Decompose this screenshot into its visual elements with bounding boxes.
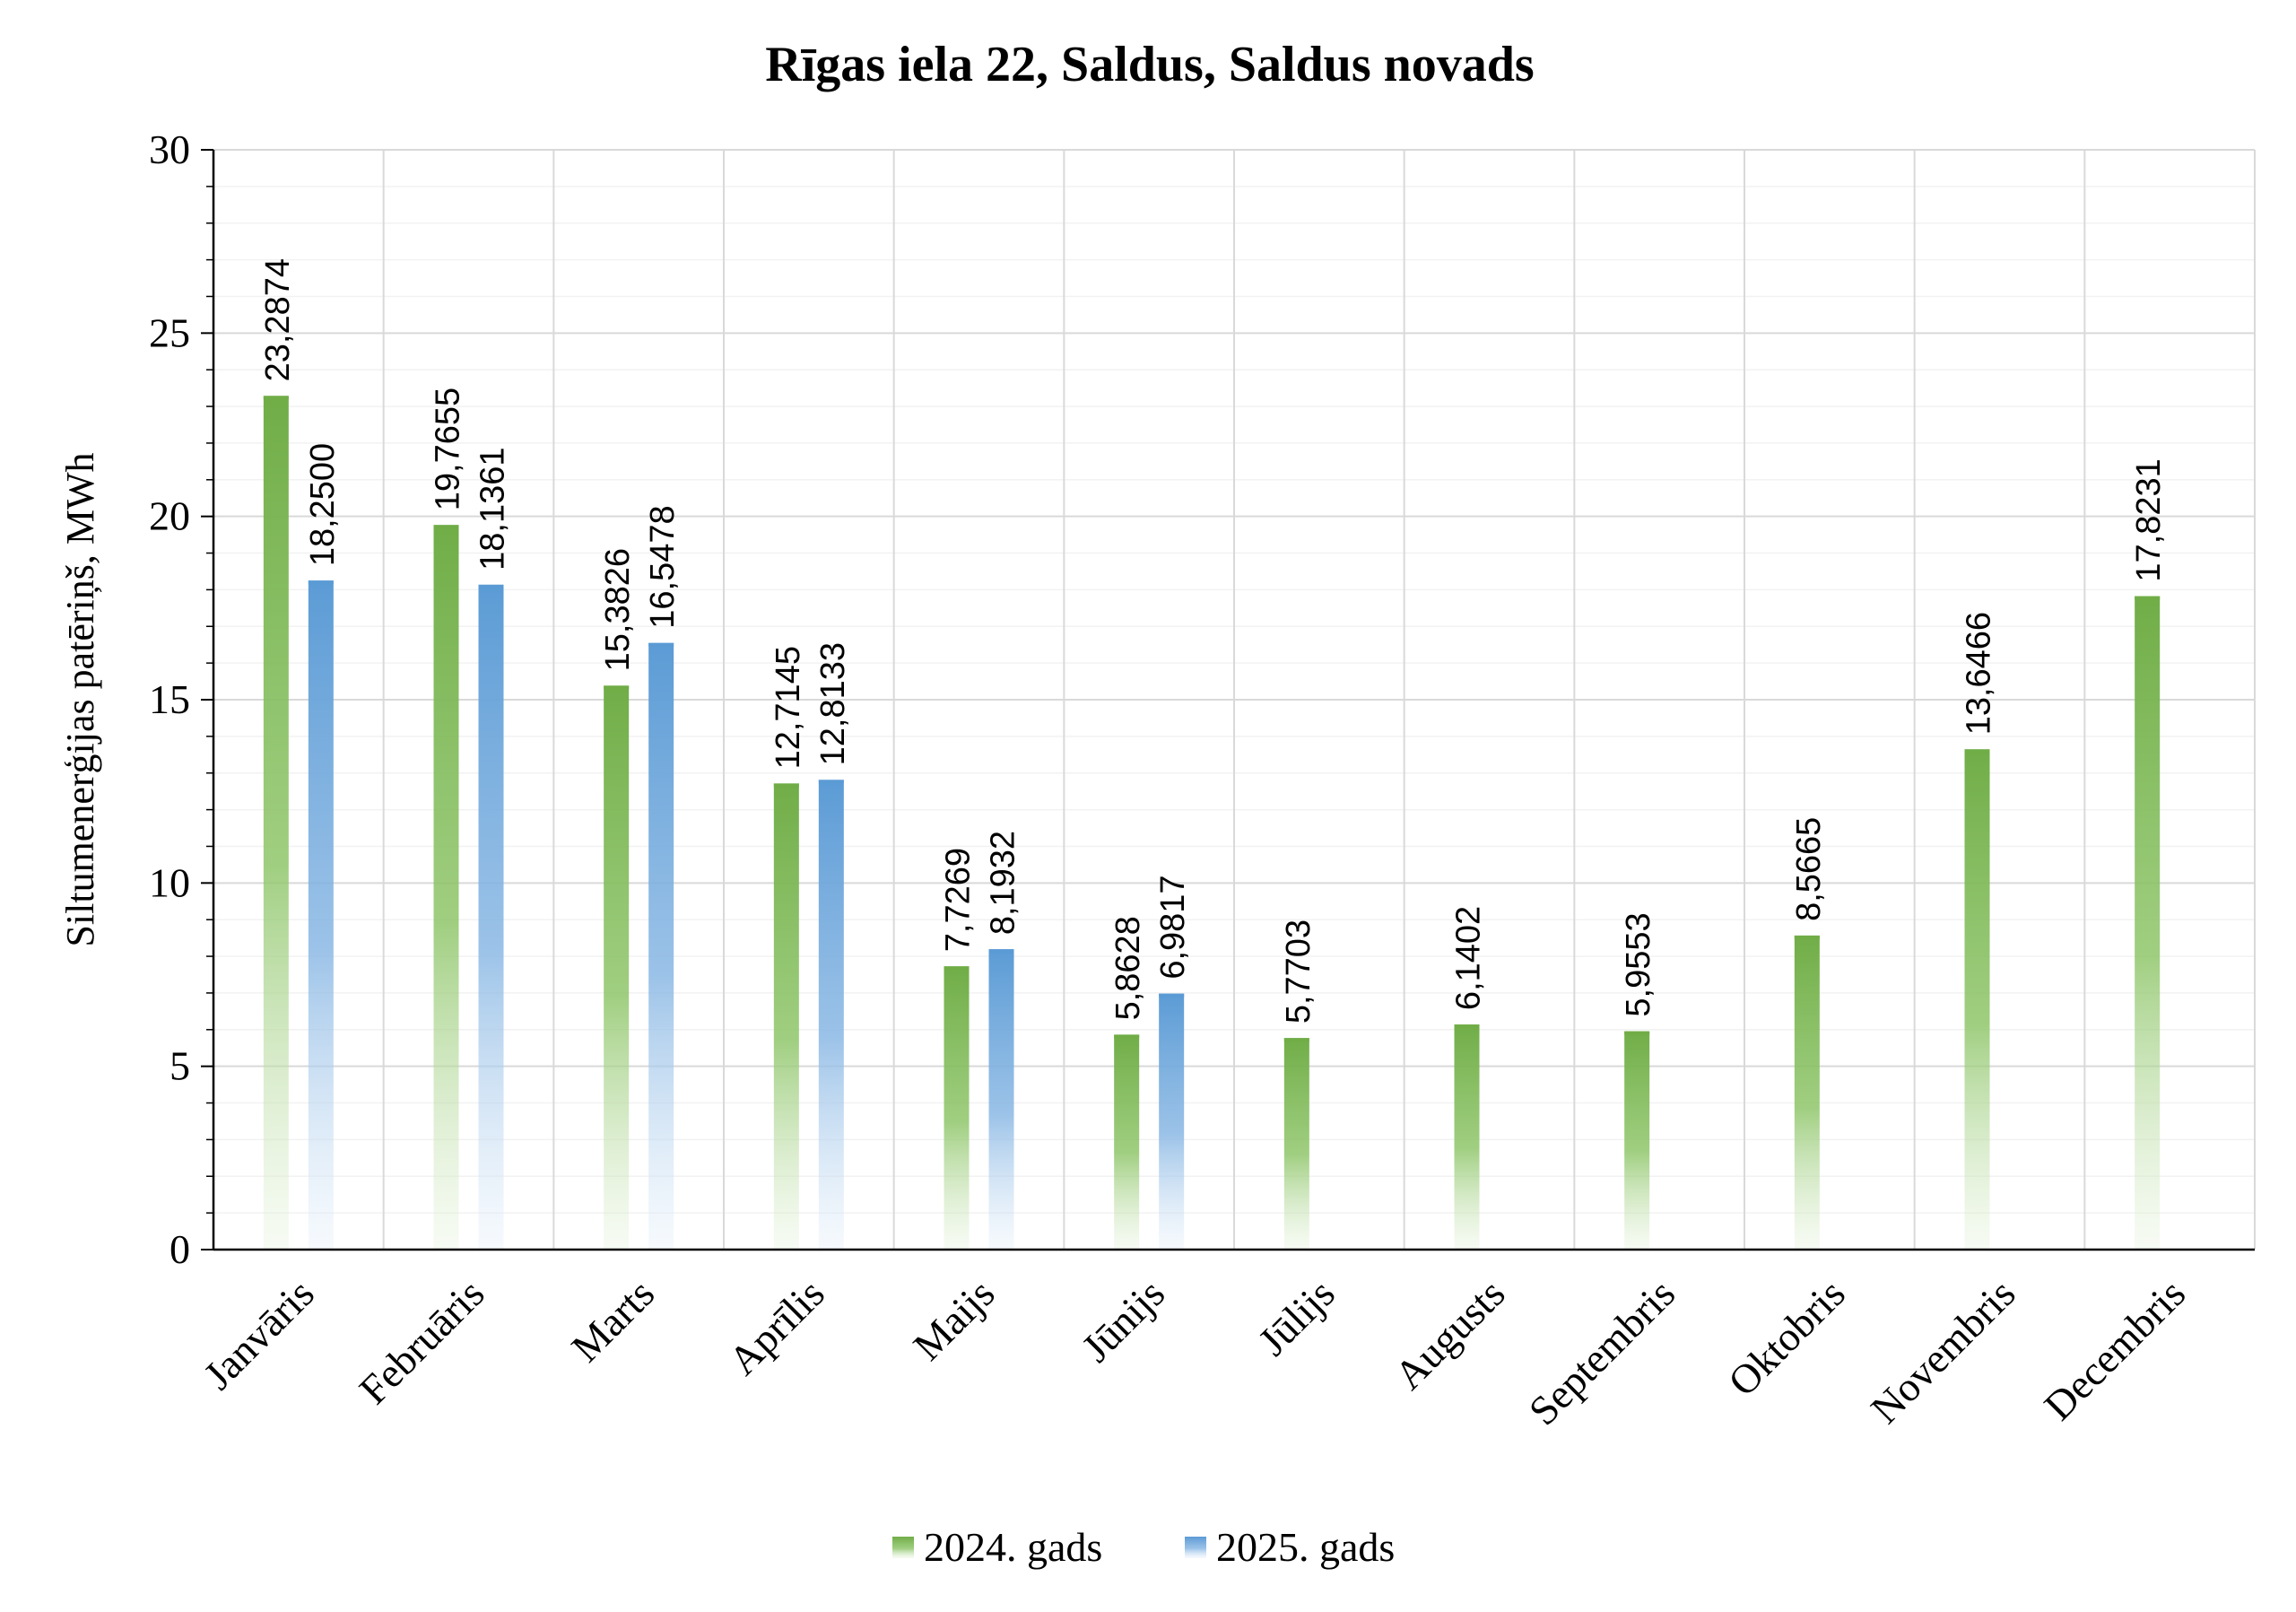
bar-2024-7 — [1454, 1024, 1480, 1250]
y-tick-label: 30 — [149, 126, 190, 172]
bars — [263, 396, 2161, 1250]
data-labels: 23,2874 19,7655 15,3826 12,7145 7,7269 5,8628… — [259, 258, 2168, 1024]
x-tick-label: Septembris — [1520, 1270, 1683, 1433]
bar-2024-8 — [1624, 1031, 1650, 1250]
bar-2024-3 — [773, 783, 799, 1250]
bar-2025-4 — [988, 949, 1014, 1250]
bar-cap — [1114, 1034, 1140, 1039]
bar-cap — [1624, 1031, 1650, 1035]
x-tick-label: Janvāris — [195, 1270, 323, 1399]
x-tick-label: Oktobris — [1719, 1270, 1854, 1405]
x-tick-label: Decembris — [2035, 1270, 2194, 1429]
y-tick-label: 10 — [149, 859, 190, 905]
y-tick-label: 0 — [170, 1226, 190, 1272]
data-label: 23,2874 — [259, 258, 297, 381]
data-label: 12,7145 — [770, 646, 807, 769]
bar-cap — [263, 396, 289, 400]
data-label: 12,8133 — [814, 642, 852, 765]
x-tick-label: Maijs — [904, 1270, 1003, 1369]
y-tick-label: 25 — [149, 309, 190, 355]
x-tick-label: Marts — [562, 1270, 663, 1371]
bar-cap — [1159, 993, 1185, 998]
legend-label-2024: 2024. gads — [924, 1524, 1102, 1570]
y-tick-label: 15 — [149, 676, 190, 722]
bar-cap — [1454, 1024, 1480, 1029]
data-label: 7,7269 — [940, 848, 978, 952]
x-tick-label: Novembris — [1862, 1270, 2024, 1433]
legend-swatch-2025 — [1185, 1537, 1206, 1558]
data-label: 15,3826 — [599, 548, 637, 671]
data-label: 13,6466 — [1961, 612, 1998, 735]
y-tick-label: 20 — [149, 493, 190, 539]
bar-cap — [308, 580, 334, 585]
data-label: 5,9553 — [1620, 912, 1657, 1016]
bar-cap — [1283, 1038, 1309, 1042]
bar-cap — [2135, 596, 2161, 600]
bar-2024-11 — [2135, 596, 2161, 1250]
data-label: 8,5665 — [1790, 817, 1828, 921]
data-label: 18,2500 — [304, 443, 342, 566]
chart-title: Rīgas iela 22, Saldus, Saldus novads — [765, 37, 1534, 92]
bar-2025-3 — [818, 780, 844, 1250]
bar-2024-10 — [1964, 749, 1990, 1250]
bar-cap — [1794, 935, 1820, 939]
data-label: 6,9817 — [1154, 875, 1192, 979]
x-tick-label: Jūlijs — [1249, 1270, 1344, 1364]
x-tick-label: Februāris — [351, 1270, 493, 1413]
bar-2025-0 — [308, 580, 334, 1250]
y-axis-label: Siltumenerģijas patēriņš, MWh — [58, 452, 102, 946]
x-tick-label: Jūnijs — [1073, 1270, 1173, 1371]
legend: 2024. gads 2025. gads — [892, 1524, 1395, 1570]
axes: 0 5 10 15 20 25 30 Janvāris Februāris Marts Aprīli… — [149, 126, 2255, 1433]
y-tick-label: 5 — [170, 1043, 190, 1089]
bar-cap — [604, 685, 630, 690]
bar-cap — [648, 642, 674, 647]
bar-2024-4 — [944, 966, 970, 1250]
data-label: 16,5478 — [644, 505, 682, 628]
data-label: 6,1402 — [1450, 906, 1488, 1010]
data-label: 19,7655 — [430, 388, 467, 510]
bar-cap — [1964, 749, 1990, 754]
bar-2024-0 — [263, 396, 289, 1250]
bar-2024-1 — [433, 525, 459, 1250]
gridlines — [213, 149, 2256, 1250]
bar-2024-9 — [1794, 935, 1820, 1250]
bar-cap — [773, 783, 799, 788]
data-label: 8,1932 — [985, 831, 1022, 935]
bar-2025-1 — [478, 584, 504, 1250]
bar-2025-2 — [648, 642, 674, 1250]
bar-2024-5 — [1114, 1034, 1140, 1250]
data-label: 5,7703 — [1280, 919, 1318, 1024]
bar-cap — [433, 525, 459, 529]
x-tick-label: Augusts — [1386, 1270, 1514, 1399]
bar-2025-5 — [1159, 993, 1185, 1250]
bar-cap — [944, 966, 970, 971]
bar-2024-6 — [1283, 1038, 1309, 1250]
bar-cap — [478, 584, 504, 588]
x-tick-label: Aprīlis — [719, 1270, 832, 1383]
data-label: 5,8628 — [1109, 916, 1147, 1020]
bar-cap — [818, 780, 844, 784]
data-label: 18,1361 — [474, 447, 512, 570]
legend-swatch-2024 — [892, 1537, 914, 1558]
bar-cap — [988, 949, 1014, 954]
bar-2024-2 — [604, 685, 630, 1250]
legend-label-2025: 2025. gads — [1216, 1524, 1395, 1570]
data-label: 17,8231 — [2130, 458, 2168, 581]
